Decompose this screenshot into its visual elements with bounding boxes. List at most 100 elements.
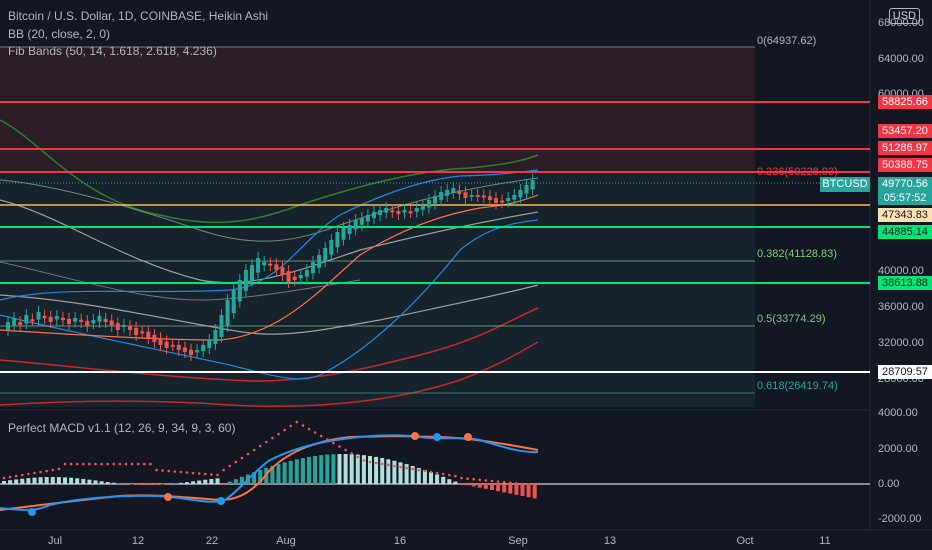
macd-histogram-bar <box>288 460 293 484</box>
macd-dot <box>45 469 48 473</box>
candle-body <box>280 267 285 275</box>
candle-body <box>530 180 535 190</box>
macd-histogram-bar <box>313 455 318 484</box>
candle-body <box>6 322 10 330</box>
macd-dot <box>57 467 61 471</box>
macd-dot <box>484 479 488 482</box>
candle-body <box>298 275 303 279</box>
macd-dot <box>496 480 500 483</box>
macd-dot <box>130 462 134 466</box>
macd-dot <box>417 468 421 472</box>
macd-dot <box>240 456 244 460</box>
macd-dot <box>362 459 366 462</box>
macd-dot <box>88 462 91 466</box>
currency-button[interactable]: USD <box>888 8 920 24</box>
price-tag: 44885.14 <box>878 225 932 239</box>
price-tag: 38613.88 <box>878 276 932 290</box>
candle-body <box>152 334 157 342</box>
macd-indicator-legend[interactable]: Perfect MACD v1.1 (12, 26, 9, 34, 9, 3, … <box>8 421 236 435</box>
fib-band-lower-line <box>0 284 539 335</box>
symbol-title[interactable]: Bitcoin / U.S. Dollar, 1D, COINBASE, Hei… <box>8 9 269 23</box>
candle-body <box>494 198 498 203</box>
candle-body <box>170 344 175 347</box>
price-axis[interactable]: 68000.0064000.0060000.0056000.0052000.00… <box>878 17 924 525</box>
candle-body <box>18 322 23 325</box>
fib-level-labels: 0(64937.62) 0.236(50228.93) 0.382(41128.83… <box>757 35 838 392</box>
macd-dot <box>75 462 79 466</box>
candle-body <box>115 323 120 330</box>
macd-dot <box>143 462 146 466</box>
candle-body <box>24 315 29 324</box>
macd-histogram-bar <box>355 454 360 484</box>
macd-dot <box>204 472 207 476</box>
candle-body <box>469 195 474 197</box>
macd-histogram-bar <box>368 455 372 484</box>
macd-dot <box>100 462 103 466</box>
candle-body <box>402 210 407 213</box>
candle-body <box>262 262 267 266</box>
candle-body <box>317 255 322 268</box>
candle-body <box>103 318 108 322</box>
macd-dot <box>179 470 183 474</box>
macd-dot <box>252 448 256 452</box>
macd-histogram-bar <box>160 484 165 485</box>
fib-band-lower3-line <box>0 341 539 408</box>
candlestick-series[interactable] <box>6 174 535 361</box>
macd-dot <box>185 471 189 474</box>
candle-body <box>79 319 84 322</box>
macd-histogram-bar <box>69 477 74 484</box>
macd-histogram-bar <box>349 454 354 484</box>
bb-indicator-legend[interactable]: BB (20, close, 2, 0) <box>8 27 111 41</box>
macd-dot <box>216 473 219 477</box>
macd-dot <box>423 469 427 473</box>
macd-dot <box>234 460 238 464</box>
fib-level-label: 0.382(41128.83) <box>757 248 837 260</box>
macd-histogram-bar <box>148 484 153 485</box>
fib-bands-indicator-legend[interactable]: Fib Bands (50, 14, 1.618, 2.618, 4.236) <box>8 44 217 58</box>
candle-body <box>73 318 78 322</box>
candle-body <box>237 280 242 302</box>
macd-dot <box>515 482 518 485</box>
candle-body <box>304 270 309 277</box>
candle-body <box>524 185 529 194</box>
fib-band-upper2-line <box>0 177 539 242</box>
macd-dotted-series <box>2 420 536 487</box>
price-tag: 58825.66 <box>878 95 932 109</box>
macd-dot <box>197 472 201 475</box>
macd-dot <box>301 424 305 427</box>
macd-dot <box>374 461 378 465</box>
macd-dot <box>454 474 457 478</box>
candle-body <box>475 195 480 198</box>
candle-body <box>323 248 328 262</box>
macd-dot <box>191 471 195 475</box>
candle-body <box>250 265 254 281</box>
macd-dot <box>521 482 524 486</box>
candle-body <box>42 315 47 318</box>
macd-cross-marker <box>464 433 472 441</box>
macd-dot <box>283 428 286 432</box>
time-axis[interactable]: Jul 12 22 Aug 16 Sep 13 Oct 11 <box>48 535 831 547</box>
macd-dot <box>319 434 323 438</box>
macd-histogram-bar <box>508 484 513 494</box>
candle-body <box>341 228 346 240</box>
macd-dot <box>149 462 152 466</box>
macd-histogram-bar <box>81 478 86 484</box>
candle-body <box>158 338 163 345</box>
time-tick-label: Oct <box>736 535 753 547</box>
macd-histogram-bar <box>154 484 159 485</box>
candle-body <box>128 325 132 330</box>
candle-body <box>268 263 273 266</box>
candle-body <box>140 331 145 334</box>
macd-dot <box>435 471 439 475</box>
ticker-label: BTCUSD <box>820 177 870 192</box>
time-tick-label: 22 <box>206 535 218 547</box>
macd-histogram-bar <box>483 484 488 489</box>
bb-upper-line <box>0 169 539 301</box>
candle-body <box>67 318 71 324</box>
macd-histogram-bar <box>361 455 366 484</box>
candle-body <box>414 208 419 212</box>
candle-body <box>30 319 35 322</box>
macd-dot <box>307 427 311 431</box>
macd-dot <box>289 424 293 428</box>
